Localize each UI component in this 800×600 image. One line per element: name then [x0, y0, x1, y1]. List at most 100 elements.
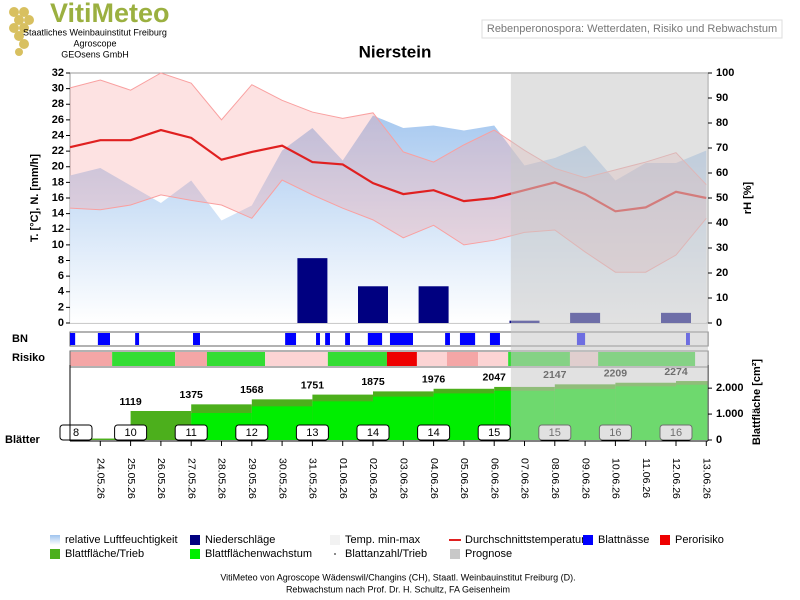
- leaf-count: 10: [124, 427, 136, 439]
- leaf-wetness: [70, 333, 76, 345]
- leaf-count: 14: [427, 427, 439, 439]
- leaf-count-box: [417, 424, 451, 441]
- y2-tick-label: 70: [716, 142, 728, 154]
- y2-tick-label: 20: [716, 267, 728, 279]
- risk-segment: [112, 352, 176, 366]
- y3-tick-label: 0: [716, 434, 722, 446]
- leaf-area-label: 2047: [483, 372, 507, 384]
- legend-label: Blattanzahl/Trieb: [345, 548, 427, 560]
- legend-label: Niederschläge: [205, 534, 275, 546]
- footer: VitiMeteo von Agroscope Wädenswil/Changi…: [220, 572, 575, 582]
- x-tick-label: 01.06.26: [337, 458, 349, 499]
- leaf-count: 12: [246, 427, 258, 439]
- legend-label: Blattnässe: [598, 534, 649, 546]
- x-tick-label: 09.06.26: [579, 458, 591, 499]
- y2-tick-label: 100: [716, 67, 734, 79]
- leaf-area-label: 1875: [361, 376, 385, 388]
- leaf-wetness: [459, 333, 476, 345]
- x-tick-label: 11.06.26: [640, 458, 652, 498]
- leaf-wetness: [345, 333, 350, 345]
- x-tick-label: 12.06.26: [670, 458, 682, 499]
- x-tick-label: 05.06.26: [458, 458, 470, 499]
- leaf-count-box: [235, 424, 269, 441]
- leaf-count-box: [477, 424, 511, 441]
- risk-segment: [175, 352, 207, 366]
- x-tick-label: 07.06.26: [519, 458, 531, 499]
- legend-swatch: [330, 535, 340, 545]
- leaf-count-box: [295, 424, 329, 441]
- y-tick-label: 14: [52, 208, 65, 220]
- x-tick-label: 10.06.26: [610, 458, 622, 499]
- row-label: Blätter: [5, 434, 41, 446]
- legend-label: Blattflächenwachstum: [205, 548, 312, 560]
- y-tick-label: 2: [58, 301, 64, 313]
- risk-segment: [70, 352, 113, 366]
- y2-tick-label: 80: [716, 117, 728, 129]
- y-tick-label: 24: [52, 129, 65, 141]
- y2-tick-label: 10: [716, 292, 728, 304]
- risk-segment: [386, 352, 417, 366]
- leaf-count-box: [174, 424, 208, 441]
- y-tick-label: 28: [52, 98, 64, 110]
- risk-segment: [206, 352, 266, 366]
- legend-swatch: [50, 549, 60, 559]
- x-tick-label: 04.06.26: [428, 458, 440, 499]
- y3-tick-label: 2.000: [716, 382, 744, 394]
- leaf-wetness: [97, 333, 110, 345]
- y-tick-label: 8: [58, 254, 64, 266]
- y2-tick-label: 40: [716, 217, 728, 229]
- leaf-wetness: [367, 333, 383, 345]
- x-tick-label: 06.06.26: [488, 458, 500, 499]
- footer: Rebwachstum nach Prof. Dr. H. Schultz, F…: [286, 584, 510, 594]
- y-tick-label: 12: [52, 223, 64, 235]
- chart-title: Nierstein: [359, 42, 432, 61]
- legend-label: Perorisiko: [675, 534, 724, 546]
- leaf-area: [70, 438, 131, 440]
- leaf-wetness: [325, 333, 330, 345]
- y-tick-label: 4: [58, 286, 65, 298]
- y2-tick-label: 60: [716, 167, 728, 179]
- legend-label: relative Luftfeuchtigkeit: [65, 534, 178, 546]
- legend-swatch: [50, 535, 60, 545]
- x-tick-label: 27.05.26: [185, 458, 197, 499]
- risk-segment: [478, 352, 509, 366]
- row-label: BN: [12, 333, 28, 345]
- risk-segment: [416, 352, 447, 366]
- leaf-area-label: 1119: [119, 396, 141, 408]
- org: Agroscope: [73, 38, 116, 48]
- leaf-count: 8: [73, 427, 79, 439]
- y-tick-label: 32: [52, 67, 64, 79]
- x-tick-label: 08.06.26: [549, 458, 561, 499]
- leaf-count: 11: [185, 427, 196, 439]
- y-tick-label: 26: [52, 114, 64, 126]
- x-tick-label: 13.06.26: [701, 458, 713, 499]
- leaf-area-label: 1751: [301, 379, 325, 391]
- subtitle-box: [481, 19, 783, 39]
- y2-tick-label: 90: [716, 92, 728, 104]
- x-tick-label: 29.05.26: [246, 458, 258, 499]
- org: Staatliches Weinbauinstitut Freiburg: [23, 27, 167, 37]
- leaf-wetness: [193, 333, 200, 345]
- logo-grapes: [9, 7, 34, 56]
- leaf-wetness: [489, 333, 500, 345]
- legend-label: Temp. min-max: [345, 534, 421, 546]
- y-tick-label: 18: [52, 176, 64, 188]
- x-tick-label: 25.05.26: [125, 458, 137, 499]
- org: GEOsens GmbH: [61, 49, 129, 59]
- x-tick-label: 02.06.26: [367, 458, 379, 499]
- legend-swatch: [190, 549, 200, 559]
- leaf-area-label: 1375: [180, 389, 204, 401]
- leaf-count: 14: [367, 427, 379, 439]
- legend-swatch: [190, 535, 200, 545]
- y3-tick-label: 1.000: [716, 408, 744, 420]
- leaf-count-box: [356, 424, 390, 441]
- leaf-wetness: [316, 333, 320, 345]
- legend-label: Blattfläche/Trieb: [65, 548, 144, 560]
- y2-tick-label: 30: [716, 242, 728, 254]
- leaf-count: 13: [306, 427, 318, 439]
- leaf-count: 15: [488, 427, 500, 439]
- legend-swatch: [660, 535, 670, 545]
- y2-tick-label: 0: [716, 317, 722, 329]
- rain-bar: [297, 258, 328, 323]
